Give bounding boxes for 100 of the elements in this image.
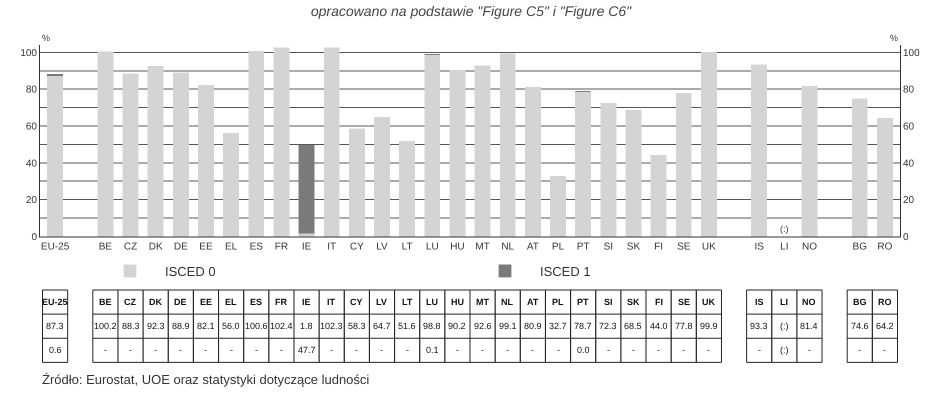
y-axis-title: %: [42, 33, 50, 43]
bar: [424, 54, 440, 236]
category-label: FR: [275, 297, 287, 307]
x-tick-label: CZ: [124, 241, 138, 252]
x-tick-label: LI: [780, 241, 788, 252]
text: -: [506, 345, 509, 355]
bar: [524, 87, 541, 236]
legend-label: ISCED 1: [540, 264, 591, 279]
data-label: 58.3: [348, 321, 366, 331]
x-tick-label: FR: [274, 241, 288, 252]
x-tick-label: SE: [677, 241, 691, 252]
bar: [223, 132, 240, 236]
data-label: 93.3: [750, 321, 768, 331]
bar: [600, 102, 616, 236]
category-label: BG: [853, 297, 866, 307]
data-label: 0.1: [426, 345, 439, 355]
text: -: [632, 345, 635, 355]
text: -: [380, 345, 383, 355]
text: -: [355, 345, 358, 355]
category-label: CY: [350, 297, 363, 307]
bar: [802, 86, 818, 236]
chart-title: opracowano na podstawie "Figure C5" i "Figure C6": [310, 2, 632, 19]
x-tick-label: FI: [654, 241, 664, 252]
data-label: 100.2: [94, 321, 117, 331]
bar: [399, 141, 416, 236]
bar: [876, 118, 893, 236]
y-tick-label: 100: [20, 48, 38, 59]
category-label: LU: [426, 297, 438, 307]
bar: [374, 116, 390, 236]
x-tick-label: LU: [426, 241, 439, 252]
text: (:): [780, 321, 788, 331]
category-label: NO: [802, 297, 816, 307]
category-label: PL: [552, 297, 564, 307]
bar: [500, 54, 516, 236]
x-tick-label: SK: [626, 241, 640, 252]
y2-tick-label: 80: [903, 84, 915, 96]
data-label: 77.8: [675, 321, 693, 331]
x-tick-label: IT: [327, 241, 336, 252]
text: -: [230, 345, 233, 355]
bar: [248, 50, 264, 236]
y-tick-label: 40: [26, 158, 38, 170]
y2-tick-label: 40: [903, 158, 915, 170]
bar: [273, 48, 290, 236]
x-tick-label: MT: [475, 241, 490, 252]
data-label: 87.3: [46, 321, 64, 331]
category-label: MT: [476, 297, 489, 307]
data-label: 64.2: [876, 321, 894, 331]
text: -: [129, 345, 132, 355]
category-label: DE: [174, 297, 187, 307]
data-label: 102.4: [270, 321, 293, 331]
bar: [650, 155, 667, 236]
x-tick-label: NO: [802, 241, 818, 252]
y2-tick-label: 60: [903, 122, 915, 133]
text: -: [330, 345, 333, 355]
category-label: NL: [501, 297, 513, 307]
category-label: HU: [451, 297, 464, 307]
category-label: AT: [527, 297, 538, 307]
x-tick-label: ES: [250, 241, 264, 252]
category-label: SI: [604, 297, 613, 307]
data-label: 100.6: [245, 321, 268, 331]
data-label: 74.6: [851, 321, 869, 331]
category-label: RO: [878, 297, 892, 307]
data-label: 90.2: [448, 321, 466, 331]
data-label: 0.0: [577, 345, 590, 355]
bar: [852, 98, 868, 236]
x-tick-label: PT: [576, 241, 590, 252]
text: -: [104, 345, 107, 355]
category-label: IS: [755, 297, 764, 307]
text: -: [280, 345, 283, 355]
data-label: 44.0: [650, 321, 668, 331]
data-label: 80.9: [524, 321, 542, 331]
text: -: [657, 345, 660, 355]
bar: [47, 75, 64, 236]
x-tick-label: LT: [402, 241, 413, 252]
text: -: [179, 345, 182, 355]
x-tick-label: EE: [199, 241, 213, 252]
x-tick-label: UK: [702, 241, 716, 252]
text: -: [682, 345, 685, 355]
x-tick-label: IS: [754, 241, 764, 252]
x-tick-label: EL: [224, 241, 238, 252]
text: -: [255, 345, 258, 355]
data-label: 47.7: [298, 345, 316, 355]
data-label: 92.3: [147, 321, 165, 331]
x-tick-label: DK: [148, 241, 163, 252]
x-tick-label: IE: [302, 241, 312, 252]
text: -: [154, 345, 157, 355]
y-tick-label: 0: [31, 232, 38, 243]
data-label: 72.3: [599, 321, 617, 331]
x-tick-label: BE: [98, 241, 112, 252]
bar: [700, 52, 717, 236]
data-label: 92.6: [474, 321, 492, 331]
x-tick-label: EU-25: [40, 241, 70, 252]
bar: [324, 48, 340, 236]
bar: [172, 72, 189, 236]
x-tick-label: AT: [526, 241, 539, 252]
data-label: 88.9: [172, 321, 190, 331]
category-label: UK: [702, 297, 715, 307]
text: -: [707, 345, 710, 355]
data-label: 64.7: [373, 321, 391, 331]
annotation: (:): [780, 224, 788, 234]
